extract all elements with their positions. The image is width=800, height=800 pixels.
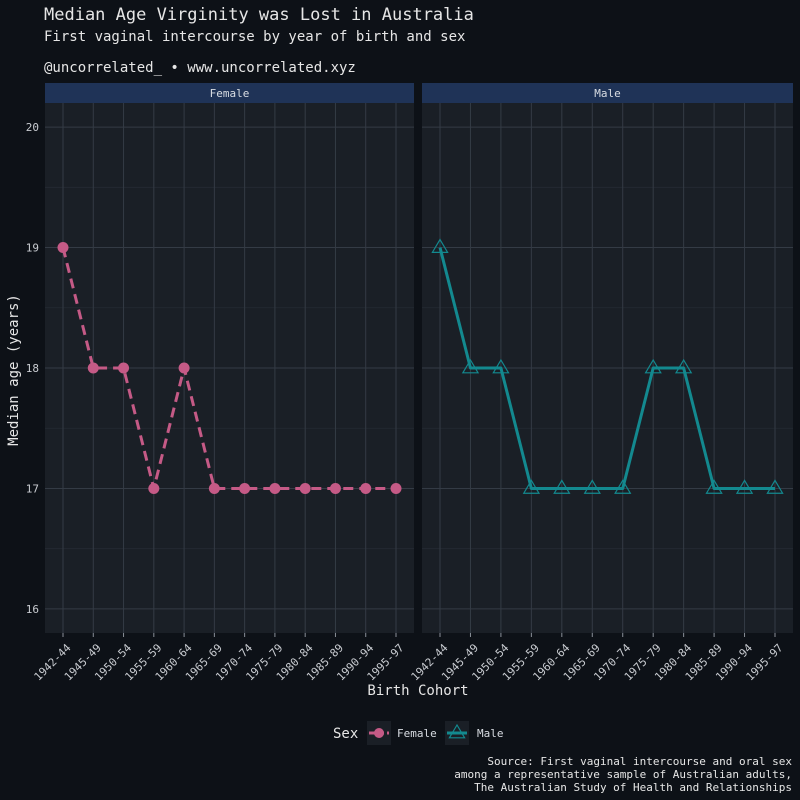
facet-strip-label-male: Male [594,87,621,100]
chart-title: Median Age Virginity was Lost in Austral… [44,5,474,25]
data-point-male-1970-74 [614,479,632,494]
data-point-female-1970-74 [239,482,251,494]
legend-item-female: Female [367,721,437,745]
legend-label-male: Male [477,727,504,740]
data-point-female-1955-59 [148,482,160,494]
data-point-female-1975-79 [269,482,281,494]
data-point-male-1965-69 [583,479,601,494]
data-point-male-1995-97 [766,479,784,494]
data-point-male-1955-59 [522,479,541,494]
y-axis-title: Median age (years) [6,294,22,446]
panel-female: Female1942-441945-491950-541955-591960-6… [32,83,414,683]
panels-layer: Female1942-441945-491950-541955-591960-6… [26,83,793,683]
facet-strip-label-female: Female [210,87,250,100]
y-tick-label-16: 16 [26,603,39,616]
data-point-male-1950-54 [492,358,510,374]
legend-marker-male [448,723,466,739]
data-point-female-1965-69 [208,482,220,494]
legend-label-female: Female [397,727,437,740]
data-point-female-1945-49 [87,362,99,374]
data-point-female-1960-64 [178,362,190,374]
x-axis-title: Birth Cohort [367,683,468,699]
y-tick-label-17: 17 [26,482,39,495]
data-point-female-1980-84 [299,482,311,494]
caption: Source: First vaginal intercourse and or… [454,755,792,794]
chart-subtitle: First vaginal intercourse by year of bir… [44,29,465,45]
data-point-female-1950-54 [118,362,130,374]
legend-marker-female [374,728,384,738]
y-tick-label-18: 18 [26,362,39,375]
facet-strip-female [45,83,414,103]
caption-line-3: The Australian Study of Health and Relat… [474,781,792,794]
data-point-male-1985-89 [705,479,723,494]
data-point-male-1960-64 [553,479,571,494]
data-point-female-1990-94 [360,482,372,494]
y-tick-label-20: 20 [26,121,39,134]
data-point-male-1942-44 [431,238,449,253]
data-point-male-1945-49 [461,358,480,374]
legend: Sex Female Male [333,721,504,745]
data-point-female-1942-44 [57,242,69,254]
data-point-male-1990-94 [735,479,754,494]
data-point-male-1975-79 [644,358,662,374]
panel-male: Male1942-441945-491950-541955-591960-641… [409,83,793,683]
caption-line-1: Source: First vaginal intercourse and or… [487,755,792,768]
data-point-female-1985-89 [329,482,341,494]
data-point-male-1980-84 [674,358,693,374]
caption-line-2: among a representative sample of Austral… [454,768,792,781]
chart-tagline: @uncorrelated_ • www.uncorrelated.xyz [44,60,356,76]
data-point-female-1995-97 [390,482,402,494]
y-tick-label-19: 19 [26,242,39,255]
facet-strip-male [422,83,793,103]
legend-title: Sex [333,726,358,742]
legend-item-male: Male [445,721,504,745]
